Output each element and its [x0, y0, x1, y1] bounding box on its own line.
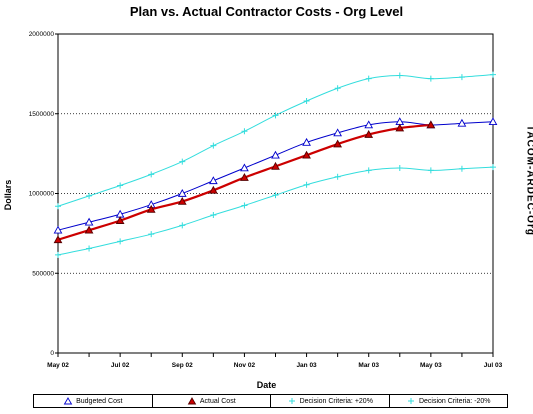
data-point: [210, 142, 217, 149]
legend-marker-icon: [63, 397, 73, 405]
legend-marker-icon: [187, 397, 197, 405]
data-point: [177, 196, 187, 205]
data-point: [488, 117, 498, 126]
data-point: [333, 139, 343, 148]
data-point: [115, 216, 125, 224]
data-point: [490, 71, 496, 78]
data-point: [458, 74, 465, 81]
data-point: [208, 176, 218, 185]
data-point: [240, 173, 249, 181]
data-point: [396, 72, 403, 79]
data-point: [457, 118, 467, 127]
x-axis-label: Date: [256, 380, 277, 390]
data-point: [334, 173, 341, 180]
x-tick-label: Nov 02: [234, 362, 256, 369]
legend-label: Budgeted Cost: [76, 397, 123, 405]
data-point: [427, 167, 434, 174]
data-point: [86, 192, 93, 199]
data-point: [396, 164, 403, 171]
data-point: [148, 231, 155, 238]
data-point: [117, 238, 124, 245]
x-tick-label: Jan 03: [296, 362, 317, 369]
data-point: [177, 188, 187, 197]
data-point: [179, 222, 186, 229]
legend-item: Decision Criteria: -20%: [390, 395, 508, 407]
data-point: [53, 225, 63, 234]
data-point: [426, 120, 436, 129]
data-point: [365, 167, 372, 174]
data-point: [210, 212, 217, 219]
legend-label: Actual Cost: [199, 397, 236, 405]
legend-item: Actual Cost: [153, 395, 271, 407]
data-point: [208, 185, 218, 194]
data-point: [395, 123, 405, 132]
data-point: [334, 85, 341, 92]
chart-title: Plan vs. Actual Contractor Costs - Org L…: [129, 4, 404, 19]
x-tick-label: Jul 02: [111, 362, 130, 369]
legend-item: Decision Criteria: +20%: [271, 395, 390, 407]
data-point: [364, 120, 374, 129]
legend: Budgeted Cost Actual Cost Decision Criteri…: [33, 394, 508, 408]
series-line: [57, 121, 494, 231]
y-tick-label: 1500000: [29, 111, 55, 118]
data-point: [271, 150, 280, 159]
legend-label: Decision Criteria: -20%: [418, 397, 491, 405]
data-point: [303, 97, 310, 104]
data-point: [241, 128, 248, 135]
series-line: [57, 74, 494, 207]
x-tick-label: Sep 02: [172, 362, 193, 369]
data-point: [272, 192, 279, 199]
data-point: [490, 164, 496, 171]
data-point: [86, 245, 93, 252]
x-tick-label: Jul 03: [484, 362, 503, 369]
series-line: [57, 123, 431, 241]
legend-marker-icon: [407, 398, 414, 404]
data-point: [148, 171, 155, 178]
legend-item: Budgeted Cost: [34, 395, 153, 407]
data-point: [458, 165, 465, 172]
x-tick-label: May 03: [420, 362, 442, 369]
data-point: [364, 129, 374, 138]
y-tick-label: 500000: [32, 270, 54, 277]
data-point: [146, 204, 156, 213]
data-point: [427, 75, 434, 82]
y-tick-label: 0: [50, 350, 54, 357]
data-point: [84, 217, 94, 226]
data-point: [240, 163, 249, 172]
series-line: [57, 166, 494, 256]
data-point: [117, 182, 124, 189]
data-point: [365, 75, 372, 82]
x-tick-label: May 02: [47, 362, 69, 369]
y-tick-label: 1000000: [29, 191, 55, 198]
data-point: [272, 112, 279, 119]
data-point: [303, 181, 310, 188]
data-point: [55, 251, 61, 258]
data-point: [53, 235, 63, 244]
data-point: [179, 158, 186, 165]
legend-label: Decision Criteria: +20%: [299, 397, 373, 405]
data-point: [241, 202, 248, 209]
data-point: [302, 137, 311, 146]
data-point: [333, 128, 343, 137]
data-point: [84, 225, 94, 234]
legend-marker-icon: [288, 398, 295, 404]
data-point: [55, 203, 61, 210]
x-tick-label: Mar 03: [358, 362, 379, 369]
data-point: [302, 150, 311, 159]
y-tick-label: 2000000: [29, 31, 55, 38]
data-point: [271, 161, 280, 170]
